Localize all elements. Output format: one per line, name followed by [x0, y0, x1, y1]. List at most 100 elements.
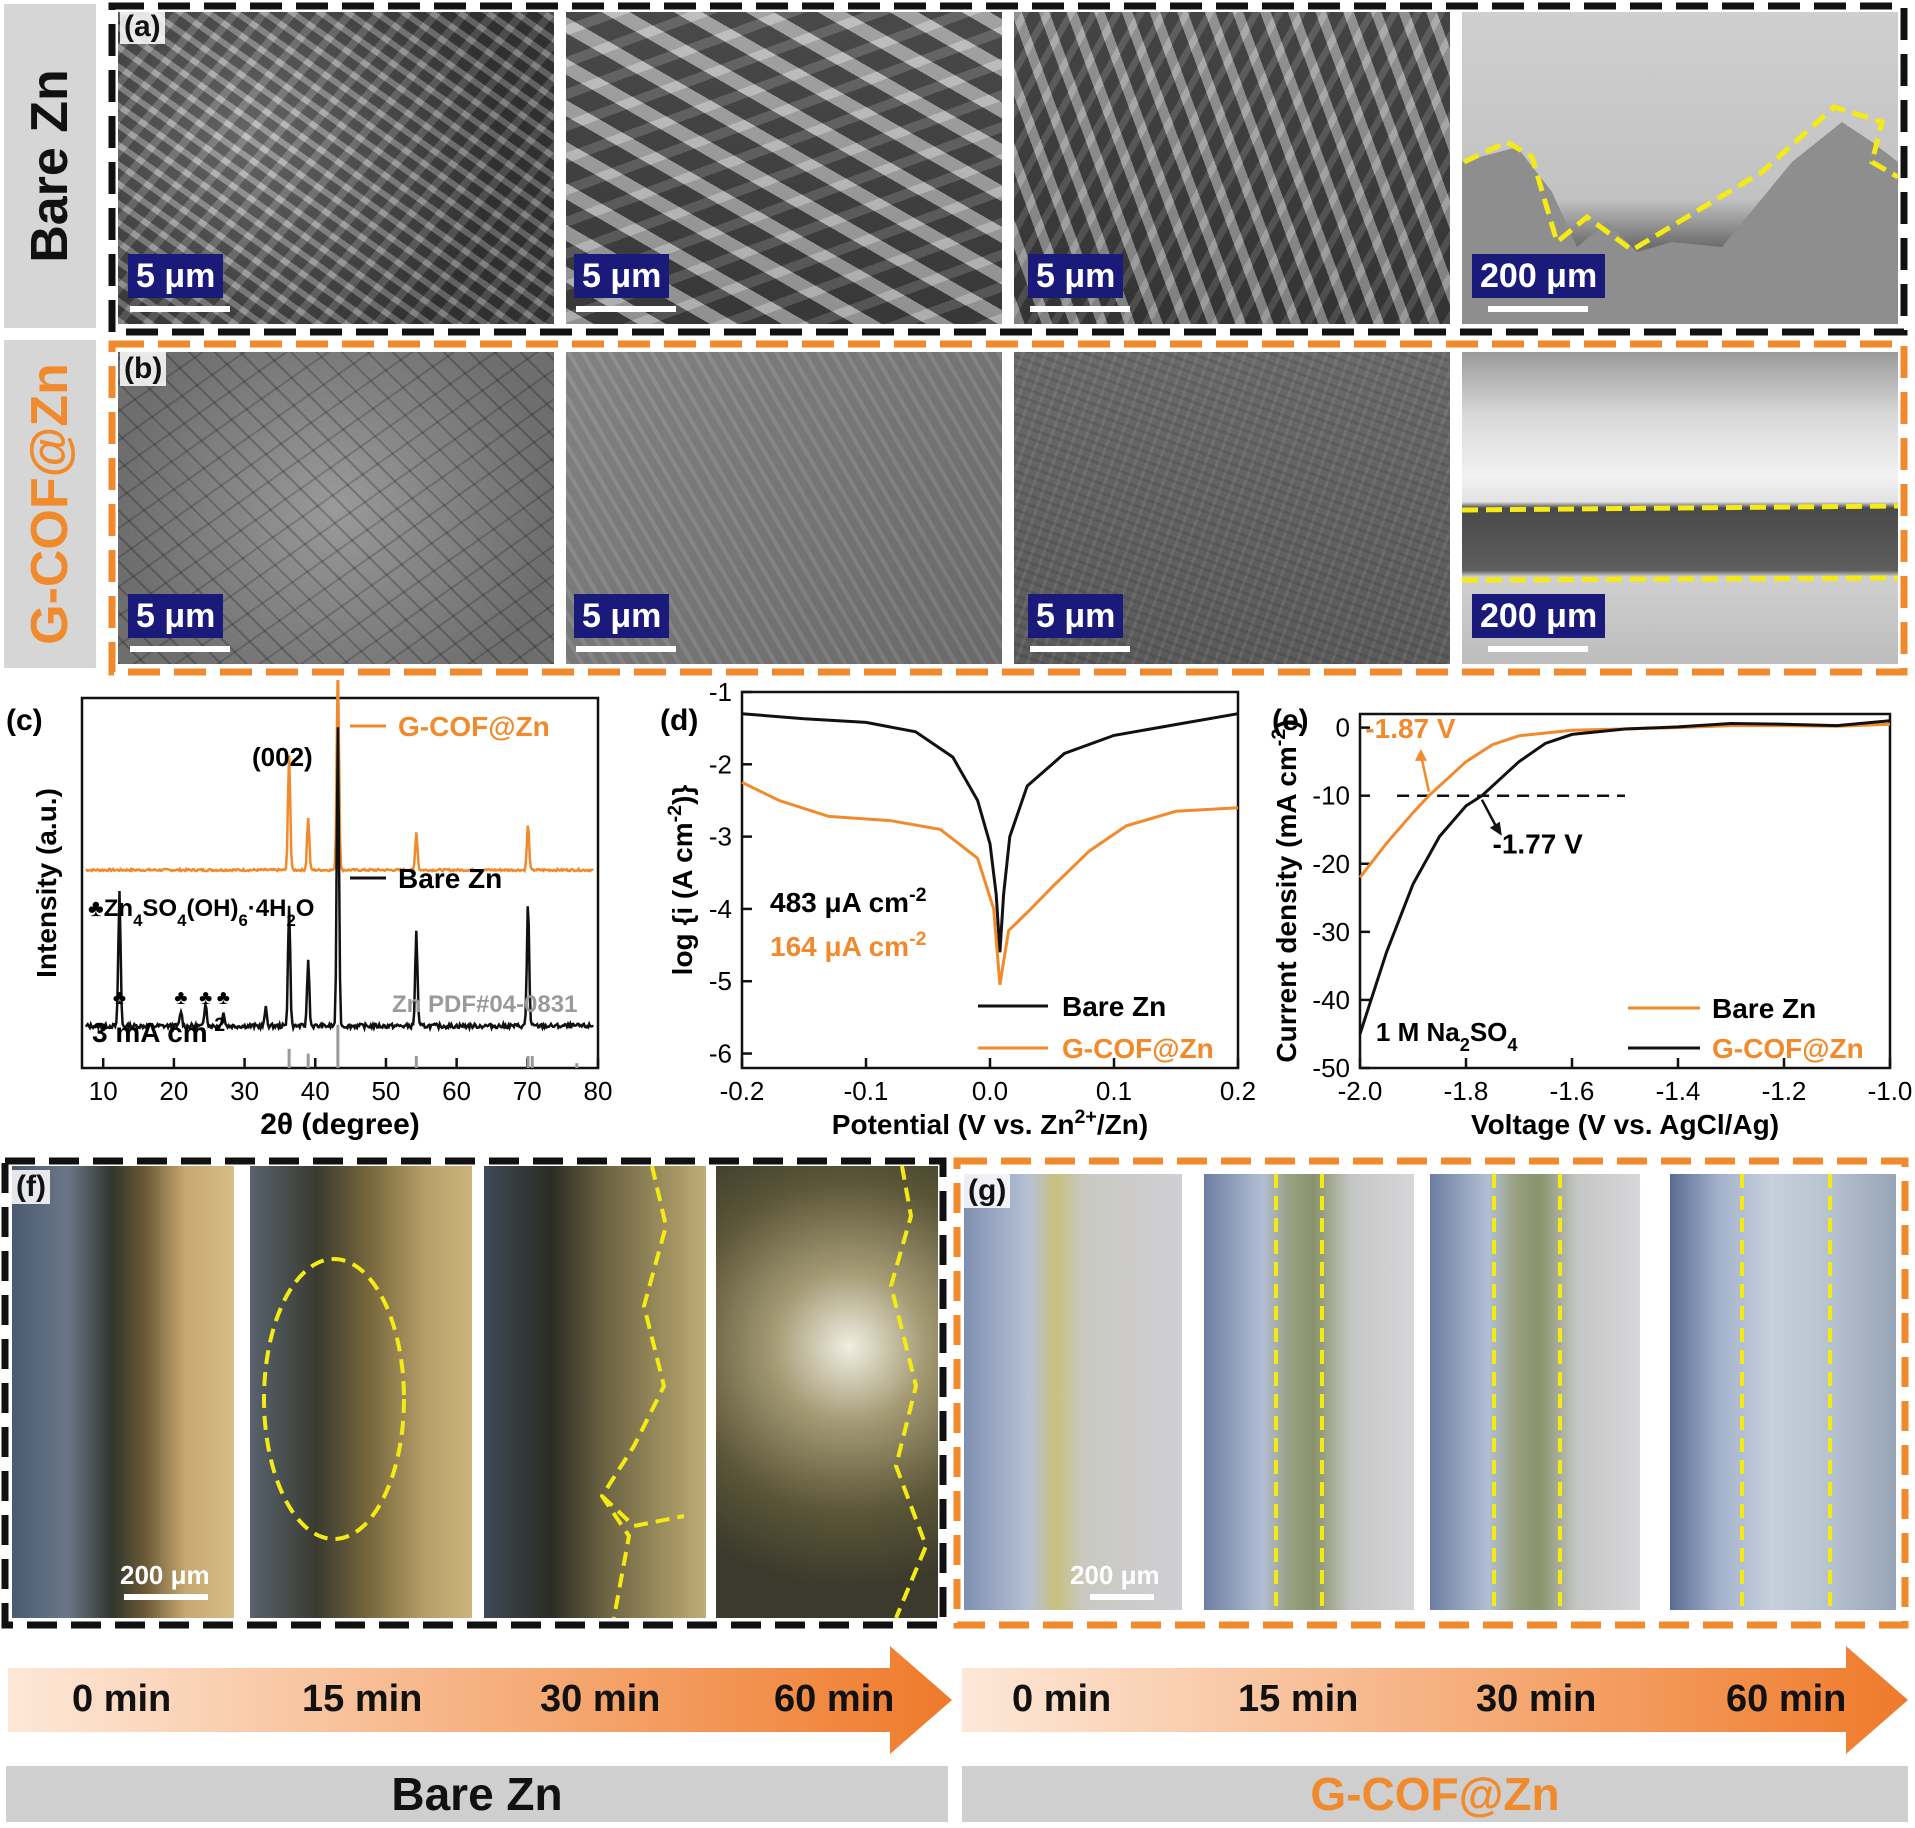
chart-c-xtick-label-6: 70 [513, 1076, 542, 1106]
chart-c-ylabel: Intensity (a.u.) [31, 788, 62, 978]
gcof-60min-layer-outline [1740, 1174, 1832, 1610]
chart-e-arrow-bare [1419, 754, 1431, 792]
chart-e-series-1 [1358, 719, 1891, 1035]
chart-c-xtick-label-2: 30 [230, 1076, 259, 1106]
chart-d-xtick-label-0: -0.2 [720, 1076, 765, 1106]
chart-e-xtick-label-5: -1.0 [1868, 1076, 1913, 1106]
chart-d-series-0 [741, 712, 1239, 953]
scale-label-b3: 5 μm [1028, 594, 1124, 638]
chart-e-ytick-label-1: -10 [1312, 781, 1350, 811]
charts-area: (c) 10 20 30 40 50 60 70 80 2θ (degree) Intensity… [6, 680, 1912, 1141]
row-b-side-label-bg: G-COF@Zn [4, 340, 96, 668]
chart-e-panel-label: (e) [1272, 704, 1309, 737]
gcof-15min-layer-outline [1274, 1174, 1324, 1610]
chart-e: (e) -2.0 -1.8 -1.6 -1.4 -1.2 -1.0 0 -10 -20 -30 -4… [1268, 704, 1912, 1140]
chart-e-annot-gcof: -1.77 V [1493, 829, 1584, 860]
chart-d-ytick-label-5: -1 [709, 680, 732, 707]
scale-bar-b3 [1030, 646, 1130, 652]
chart-c-marker-3: ♣ [217, 987, 230, 1009]
chart-e-ytick-label-3: -30 [1312, 917, 1350, 947]
chart-e-xtick-label-1: -1.8 [1444, 1076, 1489, 1106]
scale-label-b4: 200 μm [1472, 594, 1606, 638]
chart-d-ytick-label-2: -4 [709, 894, 732, 924]
gcof-30min-layer-outline [1492, 1174, 1562, 1610]
chart-c-xtick-label-4: 50 [371, 1076, 400, 1106]
chart-d-ytick-label-4: -2 [709, 749, 732, 779]
chart-e-ytick-label-2: -20 [1312, 849, 1350, 879]
chart-c-annot-compound: ♣Zn4SO4(OH)6·4H2O [88, 895, 314, 930]
chart-c-annot-current: 3 mA cm-2 [92, 1014, 225, 1048]
chart-c-marker-2: ♣ [199, 987, 212, 1009]
chart-e-ytick-label-0: 0 [1336, 713, 1350, 743]
photo-gcof-15min [1204, 1174, 1414, 1610]
scale-label-b2: 5 μm [574, 594, 670, 638]
scale-bar-a4 [1488, 306, 1588, 312]
chart-d-panel-label: (d) [660, 704, 698, 737]
chart-c-series-bare [84, 727, 594, 1033]
chart-e-legend-1: G-COF@Zn [1712, 1033, 1864, 1064]
chart-e-arrowhead-gcof [1489, 821, 1502, 836]
photo-gcof-30min [1430, 1174, 1640, 1610]
chart-d-ylabel: log {i (A cm-2)} [664, 785, 698, 976]
chart-c: (c) 10 20 30 40 50 60 70 80 2θ (degree) Intensity… [6, 680, 612, 1141]
chart-c-legend-bare: Bare Zn [398, 863, 502, 894]
chart-c-legend-gcof: G-COF@Zn [398, 711, 550, 742]
chart-e-xlabel: Voltage (V vs. AgCl/Ag) [1471, 1109, 1779, 1140]
scale-bar-b1 [130, 646, 230, 652]
chart-c-panel-label: (c) [6, 704, 43, 737]
chart-c-xtick-label-1: 20 [159, 1076, 188, 1106]
timeline-right-30min: 30 min [1476, 1678, 1597, 1720]
panel-f-scale-bar [124, 1594, 208, 1600]
panel-f-frame [1, 1157, 947, 1629]
photo-bare-15min [250, 1166, 472, 1618]
timeline-right-arrow [962, 1646, 1908, 1754]
chart-c-annot-002: (002) [252, 742, 313, 772]
bare-30min-growth-outline [599, 1166, 685, 1618]
row-a-side-label-bg: Bare Zn [4, 4, 96, 328]
chart-c-plot-frame [80, 696, 600, 1070]
gcof-layer-outline [1462, 503, 1898, 583]
photo-gcof-0min [964, 1174, 1182, 1610]
chart-e-arrowhead-bare [1414, 748, 1427, 761]
chart-e-series-0 [1358, 722, 1891, 879]
chart-c-xtick-label-7: 80 [584, 1076, 613, 1106]
scale-bar-b4 [1488, 646, 1588, 652]
chart-c-marker-0: ♣ [113, 987, 126, 1009]
row-a-side-label: Bare Zn [21, 69, 79, 263]
panel-label-a: (a) [120, 10, 165, 44]
chart-d: (d) -0.2 -0.1 0.0 0.1 0.2 -6 -5 -4 -3 -2 -1 Potenti… [660, 680, 1256, 1140]
panel-f-scale-label: 200 μm [120, 1560, 210, 1590]
chart-e-xtick-label-2: -1.6 [1550, 1076, 1595, 1106]
timeline-left-arrow [8, 1646, 952, 1754]
chart-d-xtick-label-1: -0.1 [844, 1076, 889, 1106]
scale-bar-b2 [576, 646, 676, 652]
chart-e-legend-0: Bare Zn [1712, 993, 1816, 1024]
timeline-left-30min: 30 min [540, 1678, 661, 1720]
chart-c-annot-pdf: Zn PDF#04-0831 [392, 991, 577, 1018]
chart-d-annot-gcof: 164 μA cm-2 [770, 928, 927, 962]
chart-e-xtick-label-0: -2.0 [1338, 1076, 1383, 1106]
photo-bare-60min [716, 1166, 938, 1618]
bottom-label-bare-zn: Bare Zn [6, 1766, 948, 1822]
photo-bare-0min [12, 1166, 234, 1618]
chart-c-xtick-label-5: 60 [442, 1076, 471, 1106]
timeline-right-60min: 60 min [1726, 1678, 1847, 1720]
chart-c-xtick-label-3: 40 [301, 1076, 330, 1106]
scale-label-a1: 5 μm [128, 254, 224, 298]
chart-d-ytick-label-0: -6 [709, 1039, 732, 1069]
chart-e-annot-electrolyte: 1 M Na2SO4 [1376, 1017, 1519, 1055]
panel-g-scale-bar [1090, 1594, 1154, 1600]
chart-c-xtick-label-0: 10 [89, 1076, 118, 1106]
chart-d-series-1 [741, 781, 1239, 986]
chart-e-ytick-label-4: -40 [1312, 985, 1350, 1015]
bottom-label-gcof-zn: G-COF@Zn [962, 1766, 1908, 1822]
photo-gcof-60min [1670, 1174, 1896, 1610]
scale-label-a4: 200 μm [1472, 254, 1606, 298]
chart-e-ytick-label-5: -50 [1312, 1053, 1350, 1083]
chart-d-legend-1: G-COF@Zn [1062, 1033, 1214, 1064]
bare-60min-growth-outline [888, 1166, 929, 1618]
chart-d-ytick-label-3: -3 [709, 822, 732, 852]
chart-c-xlabel: 2θ (degree) [260, 1108, 420, 1141]
panel-label-g: (g) [964, 1174, 1011, 1208]
panel-g-scale-label: 200 μm [1070, 1560, 1160, 1590]
